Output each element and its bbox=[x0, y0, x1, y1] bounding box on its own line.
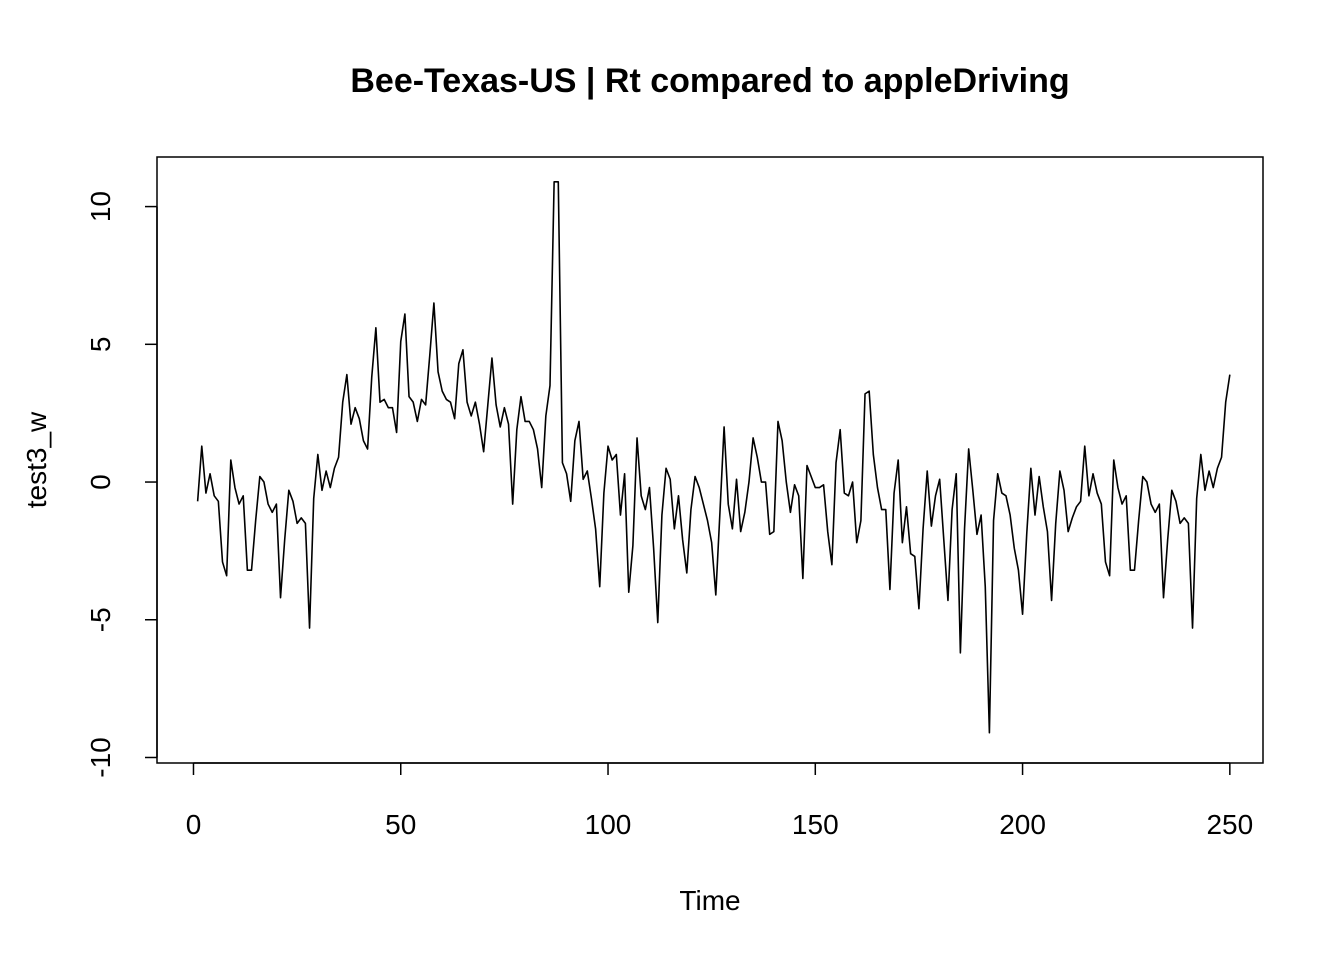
y-axis: -10 -5 0 5 10 bbox=[85, 191, 158, 778]
y-tick-label: -10 bbox=[85, 737, 116, 777]
x-tick-label: 150 bbox=[792, 809, 839, 840]
y-tick-label: 5 bbox=[85, 337, 116, 353]
x-tick-label: 200 bbox=[999, 809, 1046, 840]
x-tick-label: 100 bbox=[585, 809, 632, 840]
y-tick-label: 10 bbox=[85, 191, 116, 222]
chart-title: Bee-Texas-US | Rt compared to appleDrivi… bbox=[350, 62, 1069, 100]
y-tick-label: 0 bbox=[85, 474, 116, 490]
plot-frame bbox=[156, 156, 1264, 764]
x-tick-label: 50 bbox=[385, 809, 416, 840]
series-line bbox=[196, 180, 1231, 734]
x-tick-label: 250 bbox=[1206, 809, 1253, 840]
series-layer bbox=[196, 180, 1231, 734]
x-tick-label: 0 bbox=[186, 809, 202, 840]
x-axis: 0 50 100 150 200 250 bbox=[186, 762, 1253, 840]
y-axis-label: test3_w bbox=[21, 411, 52, 508]
y-tick-label: -5 bbox=[85, 607, 116, 632]
x-axis-label: Time bbox=[679, 885, 740, 916]
